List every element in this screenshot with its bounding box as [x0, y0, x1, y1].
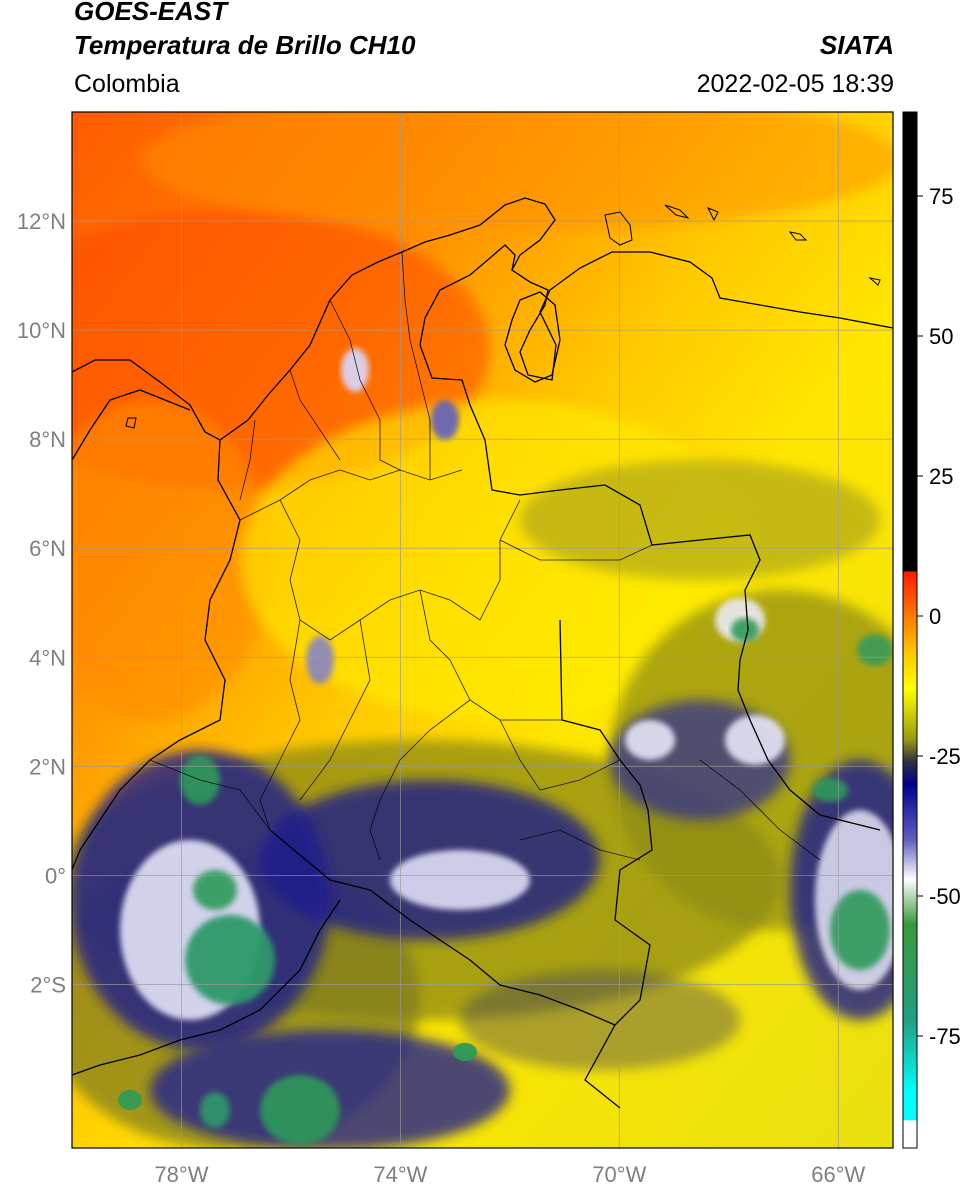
colorbar-tick-label: -75 [929, 1024, 961, 1049]
gridlines [72, 112, 893, 1148]
lat-tick-label: 2°N [29, 754, 66, 779]
lat-tick-label: 2°S [30, 972, 66, 997]
colombia-brazil-border [559, 619, 653, 1109]
department-borders [149, 251, 821, 861]
brightness-temperature-field [72, 112, 893, 1148]
peru-ecuador-border [72, 899, 341, 1076]
title-line1: GOES-EAST [74, 0, 228, 26]
lon-tick-label: 74°W [373, 1162, 427, 1187]
colorbar: 75 50 25 0 -25 -50 -75 [902, 111, 961, 1149]
lon-tick-label: 70°W [592, 1162, 646, 1187]
pacific-coastline [72, 439, 241, 871]
colorbar-tick-labels: 75 50 25 0 -25 -50 -75 [917, 184, 961, 1049]
lake-maracaibo [504, 291, 561, 383]
caribbean-islands [125, 204, 881, 429]
colorbar-tick-label: 0 [929, 604, 941, 629]
caribbean-coastline [72, 197, 893, 441]
colorbar-bar [902, 111, 918, 1149]
title-line2: Temperatura de Brillo CH10 [74, 30, 416, 60]
colorbar-tick-label: -25 [929, 744, 961, 769]
subtitle: Colombia [74, 70, 180, 98]
colombia-peru-ecuador-border [269, 829, 616, 1026]
lat-tick-label: 4°N [29, 645, 66, 670]
colorbar-tick-label: 50 [929, 324, 953, 349]
lat-tick-label: 8°N [29, 427, 66, 452]
colorbar-tick-label: 25 [929, 464, 953, 489]
lat-tick-label: 6°N [29, 536, 66, 561]
lat-tick-label: 10°N [17, 318, 66, 343]
organization-label: SIATA [819, 30, 894, 60]
lat-tick-label: 0° [45, 863, 66, 888]
colombia-venezuela-border [419, 244, 881, 831]
latitude-tick-labels: 12°N 10°N 8°N 6°N 4°N 2°N 0° 2°S [17, 209, 66, 997]
longitude-tick-labels: 78°W 74°W 70°W 66°W [154, 1162, 865, 1187]
lat-tick-label: 12°N [17, 209, 66, 234]
country-borders [72, 197, 893, 1109]
colorbar-tick-label: 75 [929, 184, 953, 209]
panama-isthmus [72, 389, 191, 461]
lon-tick-label: 66°W [811, 1162, 865, 1187]
map-frame [71, 111, 894, 1149]
timestamp: 2022-02-05 18:39 [696, 70, 894, 98]
colorbar-tick-label: -50 [929, 884, 961, 909]
lon-tick-label: 78°W [154, 1162, 208, 1187]
